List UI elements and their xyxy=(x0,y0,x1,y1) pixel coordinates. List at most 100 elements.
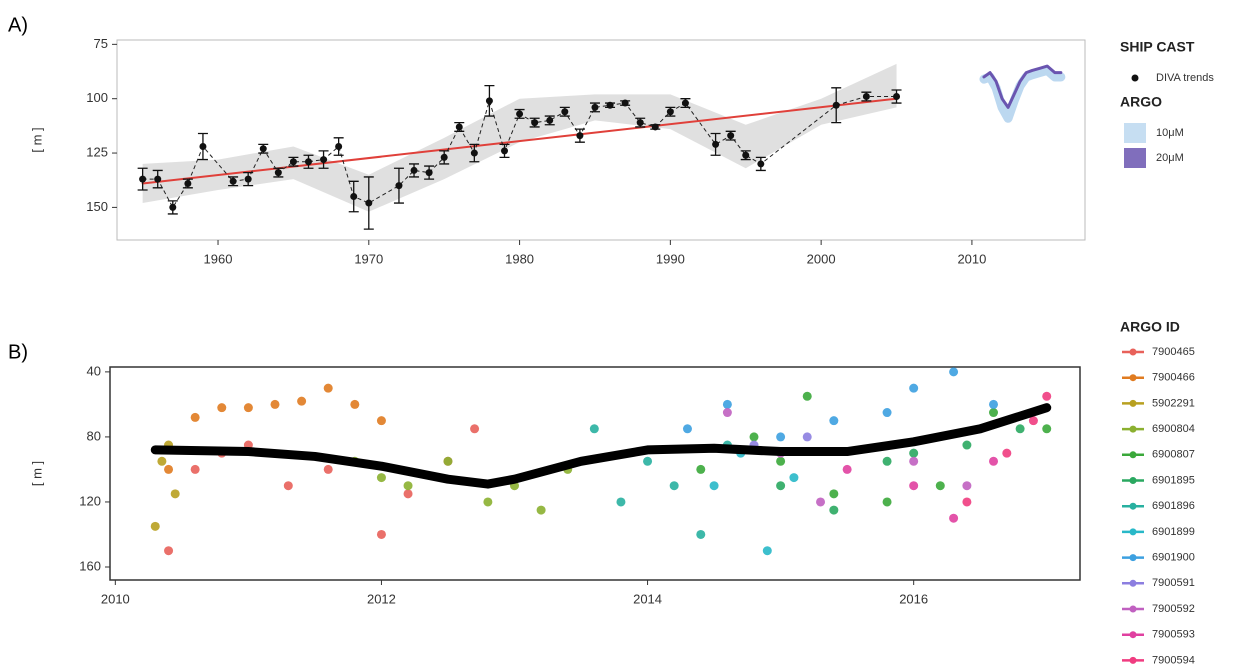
argo-line xyxy=(982,64,1063,109)
data-point xyxy=(229,177,237,185)
data-point xyxy=(621,99,629,107)
data-point xyxy=(636,119,644,127)
data-point xyxy=(350,399,360,409)
legend-label: 7900465 xyxy=(1152,346,1195,358)
data-point xyxy=(470,149,478,157)
y-axis-label: [ m ] xyxy=(29,127,44,152)
legend-marker xyxy=(1129,502,1137,510)
data-point xyxy=(470,424,480,434)
dashed-line xyxy=(142,96,897,209)
data-point xyxy=(443,456,453,466)
x-tick-label: 2000 xyxy=(807,251,836,266)
legend-label: 6901895 xyxy=(1152,474,1195,486)
data-point xyxy=(157,456,167,466)
y-tick-label: 40 xyxy=(87,363,101,378)
legend-marker xyxy=(1129,425,1137,433)
x-tick-label: 2010 xyxy=(101,591,130,606)
data-point xyxy=(643,456,653,466)
data-point xyxy=(139,175,147,183)
data-point xyxy=(776,432,786,442)
legend-marker xyxy=(1129,451,1137,459)
legend-swatch xyxy=(1124,123,1146,143)
y-tick-label: 150 xyxy=(86,199,108,214)
data-point xyxy=(962,497,972,507)
legend-label: 7900594 xyxy=(1152,654,1195,666)
data-point xyxy=(199,143,207,151)
trend-line xyxy=(141,97,898,185)
legend-label: DIVA trends xyxy=(1156,72,1214,84)
data-point xyxy=(616,497,626,507)
data-point xyxy=(989,399,999,409)
data-point xyxy=(829,505,839,515)
legend-marker xyxy=(1129,631,1137,639)
legend-marker xyxy=(1129,605,1137,613)
data-point xyxy=(576,132,584,140)
data-point xyxy=(259,145,267,153)
data-point xyxy=(909,456,919,466)
data-point xyxy=(949,513,959,523)
data-point xyxy=(722,408,732,418)
legend-marker xyxy=(1129,399,1137,407)
data-point xyxy=(666,108,674,116)
data-point xyxy=(376,473,386,483)
data-point xyxy=(485,97,493,105)
legend-swatch xyxy=(1124,148,1146,168)
data-point xyxy=(862,93,870,101)
data-point xyxy=(425,169,433,177)
data-point xyxy=(949,367,959,377)
data-point xyxy=(893,93,901,101)
data-point xyxy=(789,473,799,483)
data-point xyxy=(217,403,227,413)
legend-label: 6900804 xyxy=(1152,423,1195,435)
data-point xyxy=(164,464,174,474)
data-point xyxy=(989,456,999,466)
data-point xyxy=(832,101,840,109)
data-point xyxy=(762,546,772,556)
legend-label: 7900592 xyxy=(1152,603,1195,615)
data-point xyxy=(274,169,282,177)
data-point xyxy=(909,481,919,491)
smooth-line xyxy=(150,403,1052,489)
data-point xyxy=(184,179,192,187)
legend-marker xyxy=(1129,656,1137,664)
data-point xyxy=(350,193,358,201)
data-point xyxy=(170,489,180,499)
data-point xyxy=(516,110,524,118)
data-point xyxy=(962,481,972,491)
data-point xyxy=(1042,391,1052,401)
argo-line xyxy=(979,65,1066,123)
legend-marker xyxy=(1129,477,1137,484)
data-point xyxy=(935,481,945,491)
data-point xyxy=(190,412,200,422)
y-tick-label: 125 xyxy=(86,144,108,159)
data-point xyxy=(606,101,614,109)
data-point xyxy=(829,489,839,499)
data-point xyxy=(802,432,812,442)
data-point xyxy=(323,383,333,393)
data-point xyxy=(335,143,343,151)
data-point xyxy=(297,396,307,406)
legend-label: 10μM xyxy=(1156,127,1184,139)
data-point xyxy=(536,505,546,515)
legend-marker xyxy=(1129,528,1137,536)
data-point xyxy=(190,464,200,474)
data-point xyxy=(376,416,386,426)
data-point xyxy=(696,529,706,539)
data-point xyxy=(323,464,333,474)
x-tick-label: 1980 xyxy=(505,251,534,266)
data-point xyxy=(1042,424,1052,434)
data-point xyxy=(169,203,177,211)
legend-label: 6901900 xyxy=(1152,552,1195,564)
data-point xyxy=(1015,424,1025,434)
x-tick-label: 2010 xyxy=(957,251,986,266)
panel-label: B) xyxy=(8,341,28,363)
data-point xyxy=(455,123,463,131)
data-point xyxy=(651,123,659,131)
legend-label: 6900807 xyxy=(1152,449,1195,461)
legend-title: ARGO ID xyxy=(1120,319,1180,335)
plot-frame xyxy=(109,366,1081,581)
data-point xyxy=(243,403,253,413)
data-point xyxy=(712,140,720,148)
data-point xyxy=(909,383,919,393)
